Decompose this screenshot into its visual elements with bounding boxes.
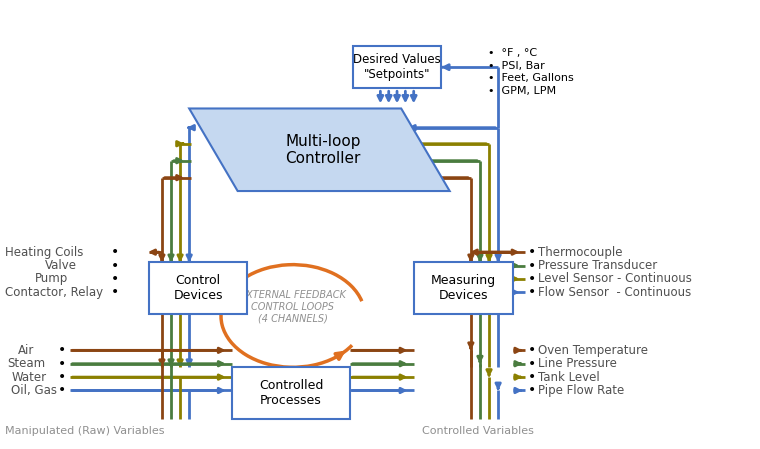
Text: Valve: Valve	[45, 259, 77, 272]
Text: •: •	[527, 343, 536, 357]
Text: •: •	[110, 285, 119, 299]
Text: Control
Devices: Control Devices	[173, 274, 223, 302]
Text: •  PSI, Bar: • PSI, Bar	[488, 61, 545, 71]
Text: Controlled Variables: Controlled Variables	[422, 427, 534, 436]
Text: Measuring
Devices: Measuring Devices	[431, 274, 496, 302]
Text: •: •	[527, 259, 536, 273]
Text: Line Pressure: Line Pressure	[538, 357, 617, 370]
Text: Oil, Gas: Oil, Gas	[11, 384, 57, 397]
Text: •: •	[110, 272, 119, 286]
Text: •: •	[527, 383, 536, 397]
FancyBboxPatch shape	[149, 262, 248, 314]
Text: •: •	[58, 370, 66, 384]
FancyBboxPatch shape	[233, 367, 350, 418]
Text: •: •	[110, 245, 119, 259]
Text: Heating Coils: Heating Coils	[5, 246, 84, 259]
Text: •: •	[527, 370, 536, 384]
Text: •: •	[527, 285, 536, 299]
Text: Steam: Steam	[8, 357, 46, 370]
Text: Level Sensor - Continuous: Level Sensor - Continuous	[538, 273, 692, 286]
Text: •  °F , °C: • °F , °C	[488, 48, 537, 58]
Text: •: •	[527, 357, 536, 371]
Text: Desired Values
"Setpoints": Desired Values "Setpoints"	[353, 53, 441, 81]
Text: Thermocouple: Thermocouple	[538, 246, 622, 259]
Text: EXTERNAL FEEDBACK
CONTROL LOOPS
(4 CHANNELS): EXTERNAL FEEDBACK CONTROL LOOPS (4 CHANN…	[240, 291, 346, 324]
Polygon shape	[189, 109, 450, 191]
Text: Water: Water	[11, 370, 46, 383]
Text: •: •	[58, 343, 66, 357]
Text: Contactor, Relay: Contactor, Relay	[5, 286, 103, 299]
Text: Manipulated (Raw) Variables: Manipulated (Raw) Variables	[5, 427, 165, 436]
FancyBboxPatch shape	[353, 46, 441, 88]
Text: Controlled
Processes: Controlled Processes	[259, 379, 323, 407]
Text: •: •	[527, 272, 536, 286]
Text: Pipe Flow Rate: Pipe Flow Rate	[538, 384, 625, 397]
Text: •: •	[527, 245, 536, 259]
Text: Multi-loop
Controller: Multi-loop Controller	[286, 133, 361, 166]
Text: Pump: Pump	[35, 273, 68, 286]
Text: •  Feet, Gallons: • Feet, Gallons	[488, 73, 574, 83]
Text: •: •	[58, 357, 66, 371]
FancyBboxPatch shape	[414, 262, 512, 314]
Text: Air: Air	[18, 344, 34, 357]
Text: Flow Sensor  - Continuous: Flow Sensor - Continuous	[538, 286, 692, 299]
Text: Pressure Transducer: Pressure Transducer	[538, 259, 657, 272]
Text: Tank Level: Tank Level	[538, 370, 600, 383]
Text: •: •	[58, 383, 66, 397]
Text: •  GPM, LPM: • GPM, LPM	[488, 86, 556, 96]
Text: Oven Temperature: Oven Temperature	[538, 344, 648, 357]
Text: •: •	[110, 259, 119, 273]
